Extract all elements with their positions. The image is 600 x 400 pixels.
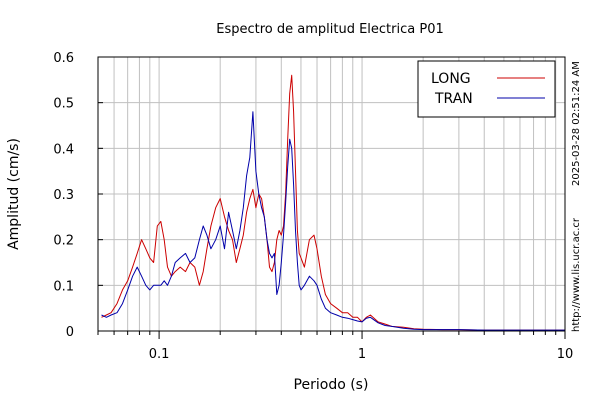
y-tick-label: 0.5: [53, 97, 74, 112]
chart-title: Espectro de amplitud Electrica P01: [216, 22, 444, 37]
url-label: http://www.lis.ucr.ac.cr: [571, 217, 582, 332]
timestamp-label: 2025-03-28 02:51:24 AM: [571, 61, 582, 186]
x-axis-ticks: 0.1 1 10: [97, 331, 574, 362]
y-axis-ticks: 0 0.1 0.2 0.3 0.4 0.5 0.6: [53, 51, 103, 340]
y-axis-label: Amplitud (cm/s): [6, 138, 22, 250]
y-tick-label: 0.3: [53, 188, 74, 203]
x-tick-label: 1: [358, 347, 366, 362]
x-tick-label: 10: [557, 347, 574, 362]
x-tick-label: 0.1: [149, 347, 170, 362]
series-line-tran: [101, 111, 565, 331]
legend-entry-long: LONG: [431, 71, 471, 87]
y-tick-label: 0.1: [53, 279, 74, 294]
legend: LONG TRAN: [417, 60, 556, 118]
y-tick-label: 0.4: [53, 142, 74, 157]
y-tick-label: 0.6: [53, 51, 74, 66]
legend-entry-tran: TRAN: [434, 91, 473, 107]
y-tick-label: 0.2: [53, 234, 74, 249]
y-tick-label: 0: [66, 325, 74, 340]
x-axis-label: Periodo (s): [294, 377, 369, 393]
legend-box: [417, 60, 556, 118]
series-layer: [101, 74, 565, 331]
series-line-long: [101, 74, 565, 331]
